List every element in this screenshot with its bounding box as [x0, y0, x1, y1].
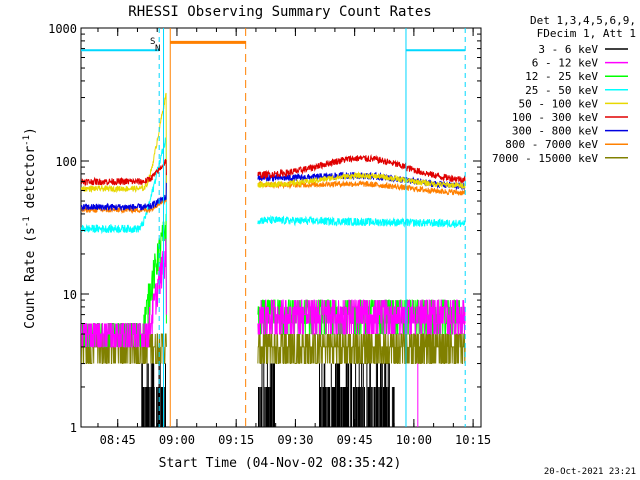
x-tick-label: 09:45 — [337, 433, 373, 447]
legend-label: 100 - 300 keV — [512, 111, 598, 124]
x-tick-label: 08:45 — [100, 433, 136, 447]
saa-flag: S — [150, 37, 155, 47]
x-tick-label: 09:15 — [218, 433, 254, 447]
y-tick-label: 1 — [70, 421, 77, 435]
series-line-3_6keV — [258, 363, 395, 427]
series-line-25_50keV — [257, 214, 466, 229]
legend-label: 25 - 50 keV — [525, 84, 598, 97]
y-axis-label: Count Rate (s-1 detector-1) — [22, 127, 38, 329]
series-line-100_300keV — [257, 154, 466, 184]
generated-timestamp: 20-Oct-2021 23:21 — [544, 467, 636, 477]
plot-frame — [80, 27, 482, 428]
legend-label: 7000 - 15000 keV — [492, 152, 598, 165]
series-line-7000_15000keV — [257, 333, 466, 364]
night-flag: N — [155, 44, 160, 54]
detector-info-line-2: FDecim 1, Att 1 — [537, 27, 636, 40]
legend-label: 300 - 800 keV — [512, 125, 598, 138]
legend-label: 6 - 12 keV — [532, 57, 599, 70]
y-tick-label: 10 — [63, 288, 77, 302]
x-tick-label: 10:15 — [455, 433, 491, 447]
series-line-3_6keV — [141, 363, 166, 427]
y-tick-label: 100 — [55, 155, 77, 169]
series-line-6_12keV — [257, 299, 466, 335]
y-tick-label: 1000 — [48, 22, 77, 36]
series-line-50_100keV — [80, 92, 167, 194]
legend-label: 800 - 7000 keV — [505, 138, 598, 151]
series-line-50_100keV — [257, 171, 466, 189]
x-tick-label: 09:00 — [159, 433, 195, 447]
series-line-300_800keV — [80, 172, 167, 211]
series-line-100_300keV — [80, 158, 167, 187]
legend-label: 3 - 6 keV — [538, 43, 598, 56]
detector-info-line-1: Det 1,3,4,5,6,9, — [530, 14, 636, 27]
chart-title: RHESSI Observing Summary Count Rates — [128, 4, 431, 20]
legend-label: 50 - 100 keV — [519, 97, 599, 110]
series-line-300_800keV — [257, 171, 466, 191]
x-axis-label: Start Time (04-Nov-02 08:35:42) — [159, 456, 402, 471]
series-line-800_7000keV — [80, 181, 167, 215]
series-line-25_50keV — [80, 137, 167, 235]
x-tick-label: 10:00 — [396, 433, 432, 447]
series-line-6_12keV — [80, 238, 167, 348]
x-tick-label: 09:30 — [277, 433, 313, 447]
legend-label: 12 - 25 keV — [525, 70, 598, 83]
